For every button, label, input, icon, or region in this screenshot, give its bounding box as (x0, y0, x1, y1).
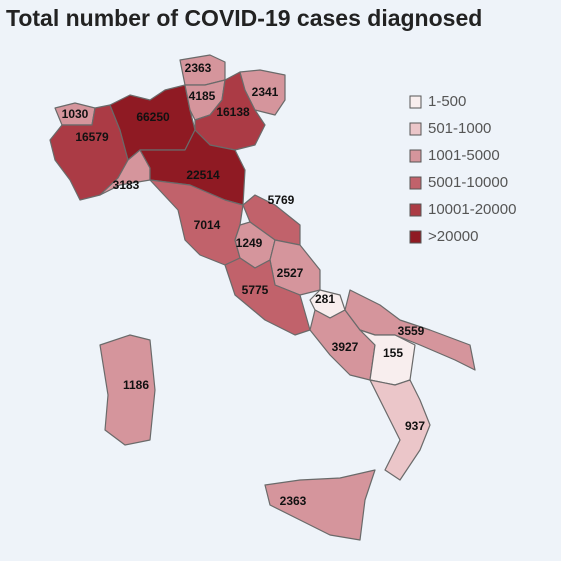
region-label: 4185 (189, 89, 216, 103)
region-label: 66250 (136, 110, 170, 124)
region-label: 2363 (185, 61, 212, 75)
legend-label: 5001-10000 (428, 174, 508, 191)
region-label: 3183 (113, 178, 140, 192)
legend-swatch (409, 95, 422, 109)
legend-swatch (409, 149, 422, 163)
region-label: 155 (383, 346, 403, 360)
region-label: 5775 (242, 283, 269, 297)
region-label: 2527 (277, 266, 304, 280)
region-label: 5769 (268, 193, 295, 207)
region-label: 2341 (252, 85, 279, 99)
region (224, 257, 311, 336)
region-label: 3559 (398, 324, 425, 338)
region-label: 22514 (186, 168, 220, 182)
legend-swatch (409, 203, 422, 217)
legend-label: 10001-20000 (428, 201, 516, 218)
region-label: 1030 (62, 107, 89, 121)
region-label: 1249 (236, 236, 263, 250)
region (264, 469, 376, 541)
map-title: Total number of COVID-19 cases diagnosed (6, 5, 482, 31)
legend-swatch (409, 122, 422, 136)
region (99, 334, 156, 446)
region (369, 379, 431, 481)
legend-swatch (409, 176, 422, 190)
region-label: 7014 (194, 218, 221, 232)
legend-label: 501-1000 (428, 120, 491, 137)
region-label: 281 (315, 292, 335, 306)
region-label: 3927 (332, 340, 359, 354)
legend-label: >20000 (428, 228, 478, 245)
region-label: 2363 (280, 494, 307, 508)
region-label: 16138 (216, 105, 250, 119)
legend-swatch (409, 230, 422, 244)
legend-label: 1001-5000 (428, 147, 500, 164)
legend-label: 1-500 (428, 93, 466, 110)
region-label: 1186 (123, 378, 149, 392)
region-label: 937 (405, 419, 425, 433)
region (239, 69, 286, 116)
region-label: 16579 (75, 130, 109, 144)
